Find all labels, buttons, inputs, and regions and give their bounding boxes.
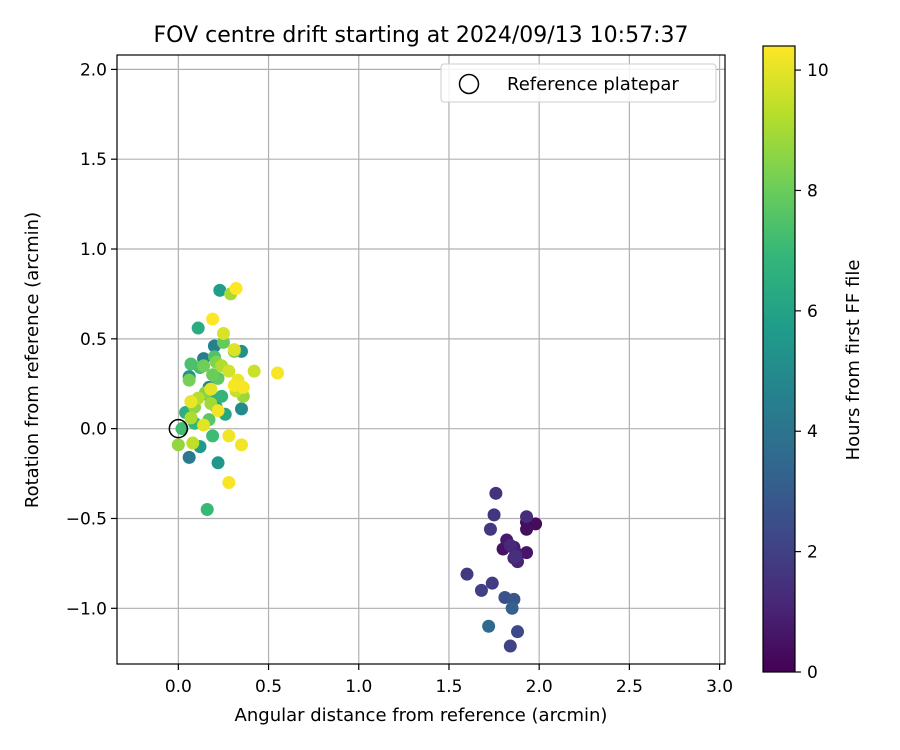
scatter-point bbox=[200, 503, 214, 517]
scatter-point bbox=[171, 438, 185, 452]
scatter-point bbox=[487, 508, 501, 522]
y-tick-label: 2.0 bbox=[80, 60, 107, 80]
legend: Reference platepar bbox=[440, 63, 717, 103]
scatter-point bbox=[474, 583, 488, 597]
x-tick-label: 0.5 bbox=[255, 677, 282, 697]
scatter-point bbox=[247, 364, 261, 378]
scatter-point bbox=[511, 625, 525, 639]
scatter-point bbox=[216, 326, 230, 340]
scatter-point bbox=[206, 429, 220, 443]
colorbar-tick-label: 0 bbox=[807, 663, 818, 683]
scatter-point bbox=[520, 546, 534, 560]
legend-open-circle-icon bbox=[458, 73, 480, 95]
y-tick-label: 1.0 bbox=[80, 240, 107, 260]
scatter-point bbox=[460, 567, 474, 581]
x-axis-label: Angular distance from reference (arcmin) bbox=[235, 705, 608, 726]
scatter-point bbox=[215, 389, 229, 403]
colorbar-tick-label: 2 bbox=[807, 543, 818, 563]
scatter-point bbox=[509, 549, 523, 563]
scatter-point bbox=[206, 368, 220, 382]
scatter-point bbox=[222, 476, 236, 490]
scatter-point bbox=[184, 395, 198, 409]
scatter-point bbox=[184, 411, 198, 425]
scatter-point bbox=[197, 359, 211, 373]
scatter-point bbox=[271, 366, 285, 380]
scatter-point bbox=[182, 450, 196, 464]
y-tick-label: −0.5 bbox=[66, 509, 107, 529]
colorbar-tick-label: 8 bbox=[807, 181, 818, 201]
scatter-point bbox=[211, 456, 225, 470]
y-tick-label: 0.0 bbox=[80, 420, 107, 440]
scatter-point bbox=[234, 438, 248, 452]
data-points bbox=[171, 282, 543, 653]
reference-marker bbox=[168, 418, 189, 439]
scatter-point bbox=[520, 510, 534, 524]
x-tick-label: 1.0 bbox=[345, 677, 372, 697]
colorbar-tick-label: 6 bbox=[807, 302, 818, 322]
colorbar: 0 2 4 6 8 10 Hours from first FF file bbox=[762, 45, 864, 683]
scatter-point bbox=[489, 486, 503, 500]
scatter-point bbox=[216, 335, 230, 349]
scatter-point bbox=[206, 312, 220, 326]
scatter-point bbox=[222, 364, 236, 378]
scatter-point bbox=[191, 321, 205, 335]
scatter-point bbox=[204, 382, 218, 396]
scatter-point bbox=[485, 576, 499, 590]
scatter-point bbox=[229, 282, 243, 296]
y-axis-ticks: −1.0 −0.5 0.0 0.5 1.0 1.5 2.0 bbox=[66, 60, 117, 619]
scatter-point bbox=[222, 429, 236, 443]
scatter-point bbox=[482, 619, 496, 633]
colorbar-label: Hours from first FF file bbox=[843, 260, 864, 461]
chart-title: FOV centre drift starting at 2024/09/13 … bbox=[154, 23, 689, 48]
scatter-point bbox=[186, 436, 200, 450]
legend-label: Reference platepar bbox=[507, 74, 679, 95]
x-axis-ticks: 0.0 0.5 1.0 1.5 2.0 2.5 3.0 bbox=[165, 664, 733, 697]
scatter-point bbox=[182, 373, 196, 387]
scatter-point bbox=[520, 522, 534, 536]
colorbar-tick-label: 4 bbox=[807, 422, 818, 442]
colorbar-gradient bbox=[762, 45, 796, 673]
scatter-point bbox=[234, 402, 248, 416]
scatter-point bbox=[505, 601, 519, 615]
scatter-point bbox=[483, 522, 497, 536]
y-axis-label: Rotation from reference (arcmin) bbox=[22, 212, 43, 508]
scatter-point bbox=[503, 538, 517, 552]
x-tick-label: 3.0 bbox=[706, 677, 733, 697]
y-tick-label: 0.5 bbox=[80, 330, 107, 350]
scatter-point bbox=[211, 404, 225, 418]
scatter-point bbox=[227, 343, 241, 357]
y-tick-label: −1.0 bbox=[66, 599, 107, 619]
x-tick-label: 0.0 bbox=[165, 677, 192, 697]
scatter-point bbox=[175, 422, 189, 436]
x-tick-label: 2.5 bbox=[616, 677, 643, 697]
scatter-point bbox=[236, 380, 250, 394]
plot-frame bbox=[116, 54, 726, 665]
y-tick-label: 1.5 bbox=[80, 150, 107, 170]
scatter-point bbox=[197, 418, 211, 432]
colorbar-ticks: 0 2 4 6 8 10 bbox=[795, 61, 829, 683]
legend-box bbox=[440, 63, 717, 103]
x-tick-label: 1.5 bbox=[435, 677, 462, 697]
scatter-point bbox=[503, 639, 517, 653]
scatter-point bbox=[213, 283, 227, 297]
x-tick-label: 2.0 bbox=[526, 677, 553, 697]
scatter-point bbox=[184, 357, 198, 371]
colorbar-tick-label: 10 bbox=[807, 61, 829, 81]
